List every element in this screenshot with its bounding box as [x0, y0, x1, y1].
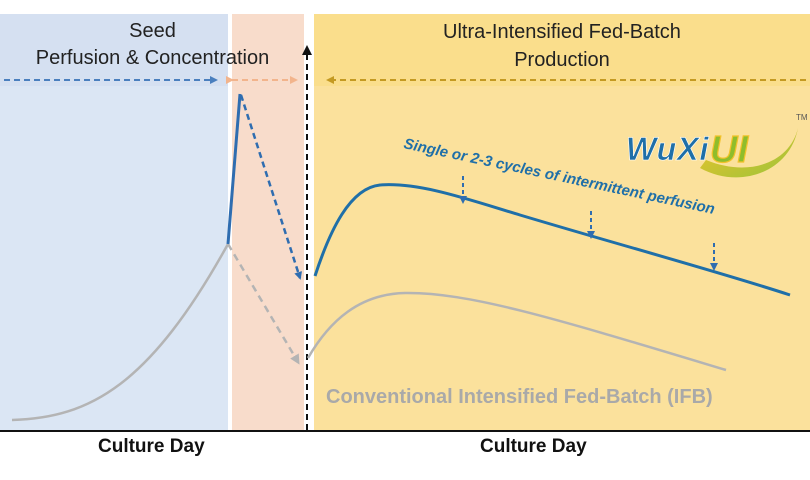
x-axis-label-left: Culture Day: [98, 436, 205, 457]
seed-dilution-arrow: [239, 94, 302, 280]
logo-wuxi-text: WuXi: [626, 131, 710, 167]
production-phase-title: Ultra-Intensified Fed-Batch Production: [314, 18, 810, 74]
ifb-production-curve: [306, 291, 727, 372]
conventional-transfer-arrow: [226, 243, 300, 365]
seed-phase-title-line1: Seed: [129, 20, 176, 42]
production-phase-title-line2: Production: [514, 49, 610, 71]
logo-swoosh: [700, 128, 798, 178]
wuxiui-logo: WuXi UI TM: [626, 113, 808, 178]
ui-production-curve: [313, 183, 791, 297]
seed-phase-title: Seed Perfusion & Concentration: [0, 18, 305, 72]
ifb-curve-annotation: Conventional Intensified Fed-Batch (IFB): [326, 386, 713, 408]
production-phase-header: [314, 14, 810, 86]
seed-phase-header: [0, 14, 228, 86]
concentration-spike-line: [226, 93, 242, 245]
seed-growth-curve: [11, 243, 230, 422]
x-axis-label-right: Culture Day: [480, 436, 587, 457]
logo-tm-text: TM: [796, 113, 808, 122]
production-phase-title-line1: Ultra-Intensified Fed-Batch: [443, 21, 681, 43]
seed-phase-title-line2: Perfusion & Concentration: [35, 47, 270, 69]
logo-ui-text: UI: [710, 129, 749, 171]
